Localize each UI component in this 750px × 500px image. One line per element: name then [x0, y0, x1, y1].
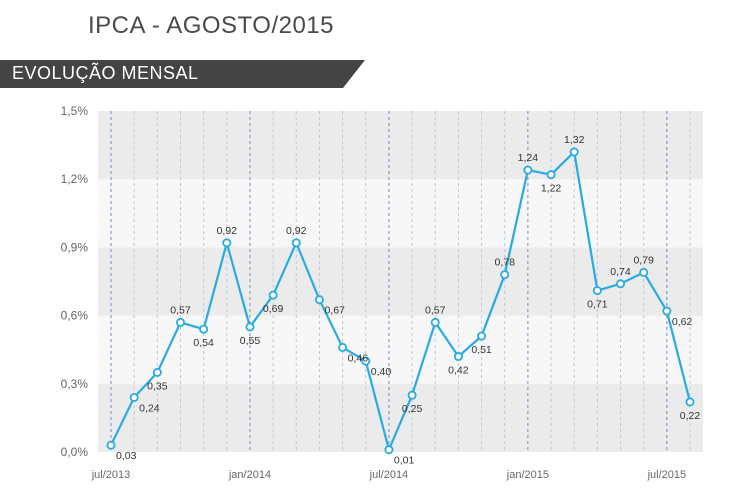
data-point	[639, 267, 649, 277]
y-tick-label: 0,6%	[61, 309, 89, 323]
series-line	[110, 150, 692, 451]
data-point	[199, 324, 209, 334]
data-point	[685, 397, 695, 407]
data-point	[245, 322, 255, 332]
grid-band	[98, 179, 703, 248]
data-point	[152, 367, 162, 377]
data-label: 0,55	[240, 335, 261, 347]
data-point	[662, 306, 672, 316]
data-point	[407, 390, 417, 400]
data-label: 0,62	[672, 316, 693, 328]
data-label: 0,79	[633, 254, 654, 266]
data-label: 1,32	[564, 134, 585, 146]
data-label: 0,74	[610, 266, 631, 278]
data-point	[592, 286, 602, 296]
data-label: 0,51	[471, 344, 492, 356]
data-point	[453, 352, 463, 362]
grid-band	[98, 111, 703, 180]
data-label: 0,25	[402, 403, 423, 415]
data-label: 0,69	[263, 303, 284, 315]
data-label: 0,57	[170, 304, 191, 316]
data-label: 0,35	[147, 380, 168, 392]
data-point	[222, 238, 232, 248]
data-label: 0,22	[680, 410, 701, 422]
data-point	[338, 342, 348, 352]
y-axis-ticks: 0,0% 0,3% 0,6% 0,9% 1,2% 1,5%	[61, 104, 89, 459]
data-label: 0,71	[587, 299, 608, 311]
data-point	[430, 317, 440, 327]
y-tick-label: 0,3%	[61, 377, 89, 391]
y-tick-label: 1,2%	[61, 172, 89, 186]
data-label: 0,01	[394, 455, 415, 467]
data-point	[500, 270, 510, 280]
data-label: 0,54	[193, 337, 214, 349]
data-label: 0,46	[348, 352, 369, 364]
data-label: 0,92	[286, 225, 307, 237]
data-label: 1,24	[518, 152, 539, 164]
vertical-gridlines	[110, 111, 691, 452]
chart-title: IPCA - AGOSTO/2015	[88, 12, 334, 39]
series-ipca	[110, 150, 692, 451]
banner-label: EVOLUÇÃO MENSAL	[12, 63, 199, 83]
data-point	[314, 295, 324, 305]
data-points	[106, 147, 695, 455]
background-bands	[98, 111, 703, 452]
data-point	[129, 392, 139, 402]
x-tick-label: jul/2014	[369, 469, 409, 481]
data-point	[384, 445, 394, 455]
data-point	[268, 290, 278, 300]
y-tick-label: 1,5%	[61, 104, 89, 118]
data-label: 1,22	[541, 183, 562, 195]
section-banner: EVOLUÇÃO MENSAL	[0, 60, 365, 88]
data-label: 0,03	[116, 450, 137, 462]
y-tick-label: 0,0%	[61, 445, 89, 459]
x-tick-label: jul/2013	[91, 469, 131, 481]
data-label: 0,40	[371, 366, 392, 378]
grid-band	[98, 247, 703, 316]
data-point	[361, 356, 371, 366]
data-label: 0,92	[217, 225, 238, 237]
x-tick-label: jan/2015	[506, 469, 549, 481]
data-label: 0,78	[495, 257, 516, 269]
data-point	[175, 317, 185, 327]
data-label: 0,24	[139, 402, 160, 414]
data-point	[291, 238, 301, 248]
grid-band	[98, 383, 703, 452]
x-tick-label: jan/2014	[228, 469, 271, 481]
data-label: 0,67	[324, 305, 345, 317]
data-point	[616, 279, 626, 289]
data-point	[546, 170, 556, 180]
data-point	[523, 165, 533, 175]
data-label: 0,57	[425, 304, 446, 316]
data-point	[569, 147, 579, 157]
data-label: 0,42	[448, 365, 469, 377]
data-labels: 0,03 0,24 0,35 0,57 0,54 0,92 0,55 0,69 0,92 0,67…	[116, 134, 700, 467]
data-point	[106, 440, 116, 450]
x-tick-label: jul/2015	[647, 469, 687, 481]
x-axis-ticks: jul/2013 jan/2014 jul/2014 jan/2015 jul/2015	[91, 469, 686, 481]
y-tick-label: 0,9%	[61, 240, 89, 254]
data-point	[477, 331, 487, 341]
